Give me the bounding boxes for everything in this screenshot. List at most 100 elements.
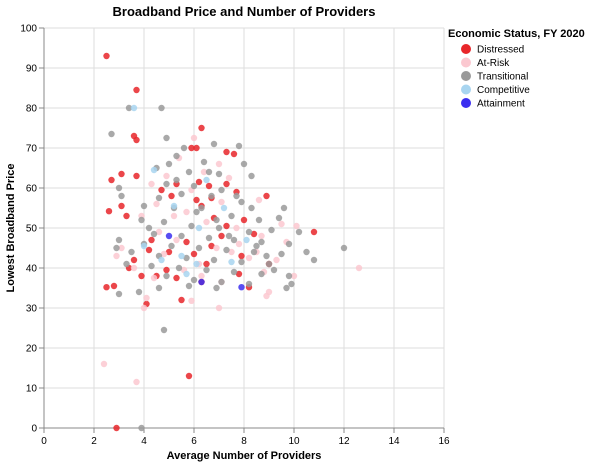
data-point-competitive — [150, 166, 158, 174]
data-point-at-risk — [255, 196, 263, 204]
data-point-transitional — [218, 186, 225, 194]
data-point-transitional — [230, 268, 238, 276]
data-point-distressed — [173, 274, 180, 282]
legend-swatch-competitive — [461, 84, 471, 95]
data-point-transitional — [165, 160, 173, 168]
data-point-at-risk — [273, 256, 280, 264]
data-point-at-risk — [235, 240, 243, 248]
legend-swatch-transitional — [461, 71, 471, 81]
data-point-distressed — [230, 150, 238, 158]
data-point-distressed — [105, 208, 113, 215]
data-point-distressed — [145, 246, 153, 254]
data-point-transitional — [155, 194, 163, 202]
chart-title: Broadband Price and Number of Providers — [113, 4, 376, 19]
data-point-distressed — [148, 236, 155, 244]
x-tick-label: 16 — [438, 436, 450, 447]
data-point-at-risk — [245, 254, 253, 262]
data-point-transitional — [173, 176, 180, 184]
data-point-distressed — [158, 186, 165, 194]
data-point-distressed — [185, 372, 193, 380]
legend-label-competitive: Competitive — [477, 85, 530, 96]
data-point-transitional — [245, 280, 253, 288]
data-point-transitional — [248, 204, 255, 212]
data-point-distressed — [118, 170, 125, 178]
data-point-transitional — [205, 168, 213, 176]
data-point-competitive — [178, 252, 185, 260]
y-tick-label: 20 — [26, 344, 38, 355]
data-point-transitional — [200, 158, 208, 166]
data-point-transitional — [303, 248, 310, 256]
data-point-at-risk — [215, 160, 223, 168]
data-point-transitional — [215, 170, 223, 178]
data-point-at-risk — [150, 274, 158, 282]
data-point-transitional — [160, 218, 168, 226]
data-point-distressed — [223, 222, 230, 230]
data-point-at-risk — [100, 360, 108, 368]
data-point-distressed — [238, 252, 245, 260]
data-point-at-risk — [143, 294, 150, 302]
data-point-transitional — [258, 270, 265, 278]
data-point-at-risk — [133, 378, 140, 386]
data-point-transitional — [148, 262, 155, 270]
data-point-competitive — [170, 202, 178, 210]
data-point-distressed — [193, 196, 200, 204]
data-point-distressed — [163, 266, 170, 274]
points-layer — [100, 52, 363, 432]
data-point-transitional — [140, 202, 148, 210]
data-point-transitional — [238, 198, 245, 206]
y-tick-label: 0 — [31, 424, 37, 435]
data-point-transitional — [175, 264, 183, 272]
y-tick-label: 80 — [26, 104, 38, 115]
legend-label-at-risk: At-Risk — [477, 58, 510, 69]
data-point-distressed — [168, 192, 175, 200]
data-point-distressed — [223, 180, 230, 188]
data-point-transitional — [195, 244, 203, 252]
data-point-transitional — [163, 272, 170, 280]
y-tick-label: 90 — [26, 64, 38, 75]
data-point-transitional — [213, 216, 220, 224]
data-point-attainment — [165, 232, 173, 240]
data-point-distressed — [108, 176, 115, 184]
axes-layer: 0 2 4 6 8 10 12 14 16 0 10 20 30 40 50 60 70 80 90 100 — [20, 24, 450, 448]
data-point-transitional — [150, 230, 158, 238]
data-point-distressed — [190, 250, 198, 258]
legend-label-distressed: Distressed — [477, 45, 524, 56]
data-point-transitional — [163, 180, 170, 188]
data-point-distressed — [178, 296, 185, 304]
data-point-transitional — [183, 254, 190, 262]
data-point-distressed — [250, 230, 258, 238]
data-point-distressed — [240, 216, 248, 224]
data-point-at-risk — [258, 232, 265, 240]
data-point-transitional — [340, 244, 348, 252]
data-point-at-risk — [173, 236, 180, 244]
y-tick-label: 30 — [26, 304, 38, 315]
data-point-transitional — [295, 228, 303, 236]
data-point-transitional — [253, 242, 260, 250]
data-point-distressed — [193, 144, 200, 152]
data-point-at-risk — [233, 224, 240, 232]
data-point-transitional — [275, 214, 283, 222]
data-point-at-risk — [118, 244, 125, 252]
data-point-at-risk — [163, 172, 170, 180]
data-point-at-risk — [153, 200, 160, 208]
data-point-transitional — [240, 160, 248, 168]
data-point-at-risk — [155, 228, 163, 236]
data-point-distressed — [133, 86, 140, 94]
data-point-competitive — [193, 260, 200, 268]
data-point-transitional — [185, 168, 193, 176]
data-point-at-risk — [203, 218, 210, 226]
data-point-distressed — [198, 124, 205, 132]
data-point-transitional — [190, 182, 198, 190]
data-point-transitional — [118, 192, 125, 200]
data-point-transitional — [115, 290, 123, 298]
data-point-competitive — [140, 242, 148, 250]
data-point-at-risk — [355, 264, 363, 272]
data-point-transitional — [258, 238, 265, 246]
data-point-at-risk — [225, 174, 233, 182]
data-point-at-risk — [200, 168, 208, 176]
data-point-distressed — [103, 284, 110, 291]
data-point-transitional — [225, 232, 233, 240]
legend: Economic Status, FY 2020 Distressed At-Ri… — [448, 28, 585, 110]
data-point-transitional — [270, 266, 278, 274]
data-point-transitional — [178, 232, 185, 240]
